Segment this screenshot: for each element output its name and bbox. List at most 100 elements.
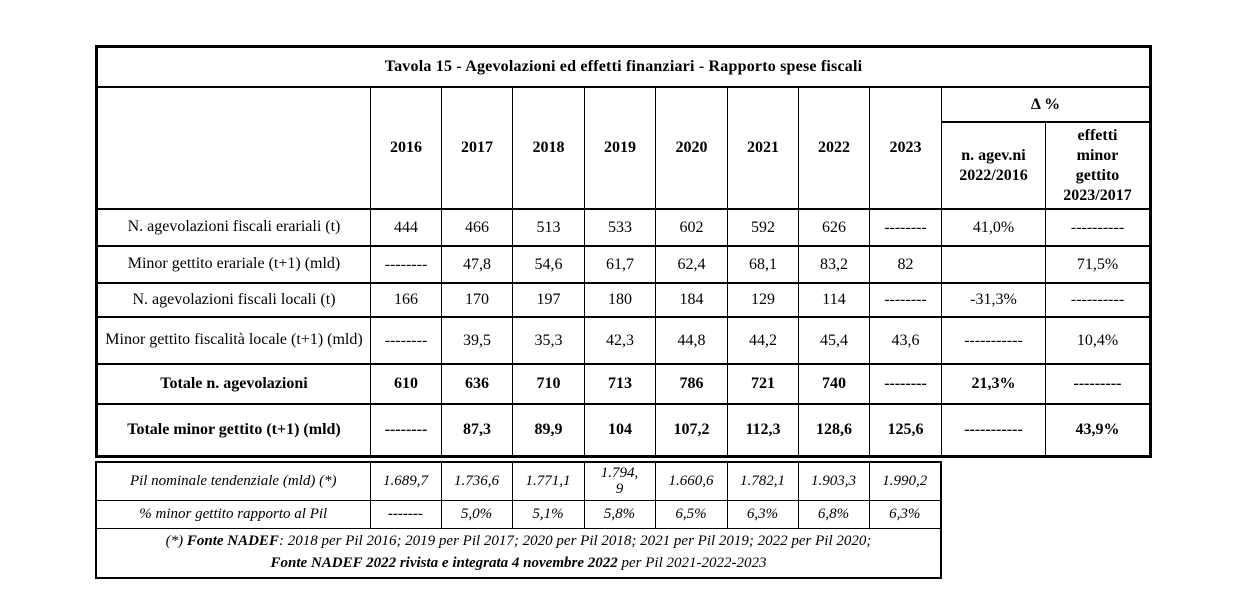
value-cell: -------- [869,282,942,318]
table-title: Tavola 15 - Agevolazioni ed effetti fina… [96,45,1151,88]
value-cell: 104 [584,403,656,457]
value-cell: 1.660,6 [654,461,728,501]
delta-cell: ---------- [1045,282,1151,318]
pil-table: Pil nominale tendenziale (mld) (*) 1.689… [95,460,942,579]
value-cell: 740 [798,363,870,405]
delta-cell: 41,0% [941,208,1046,247]
value-cell: 1.990,2 [868,461,942,501]
delta-subheader-agevolazioni: n. agev.ni 2022/2016 [941,121,1046,210]
value-cell: 533 [584,208,656,247]
value-cell: 47,8 [441,245,513,284]
value-cell: -------- [869,208,942,247]
year-header: 2023 [869,86,942,210]
year-header: 2022 [798,86,870,210]
value-cell: 602 [655,208,728,247]
value-cell: 610 [370,363,442,405]
footnote-prefix: (*) [165,533,187,549]
value-cell: 1.689,7 [369,461,442,501]
delta-cell: ----------- [941,403,1046,457]
value-cell: 1.794,9 [583,461,656,501]
value-cell: 128,6 [798,403,870,457]
value-cell: 125,6 [869,403,942,457]
value-cell: 713 [584,363,656,405]
row-label: Minor gettito fiscalità locale (t+1) (ml… [96,316,371,365]
fiscal-table-wrapper: Tavola 15 - Agevolazioni ed effetti fina… [95,45,1152,579]
delta-cell: 71,5% [1045,245,1151,284]
table-row: Minor gettito fiscalità locale (t+1) (ml… [96,316,1151,365]
row-label: Minor gettito erariale (t+1) (mld) [96,245,371,284]
value-cell: 626 [798,208,870,247]
header-row-sub: n. agev.ni 2022/2016 effetti minor getti… [97,121,1151,210]
value-cell: 6,5% [654,500,728,529]
row-label: N. agevolazioni fiscali locali (t) [96,282,371,318]
value-cell: 89,9 [512,403,585,457]
value-cell: 82 [869,245,942,284]
value-cell: 39,5 [441,316,513,365]
value-cell: 42,3 [584,316,656,365]
value-cell: 112,3 [727,403,799,457]
value-cell: 184 [655,282,728,318]
value-cell: 5,8% [583,500,656,529]
value-cell: 592 [727,208,799,247]
value-cell: 6,3% [726,500,799,529]
table-row: N. agevolazioni fiscali erariali (t) 444… [96,208,1151,247]
value-cell: 107,2 [655,403,728,457]
title-row: Tavola 15 - Agevolazioni ed effetti fina… [96,45,1151,88]
value-cell: 45,4 [798,316,870,365]
value-cell: 5,0% [440,500,513,529]
value-cell: -------- [370,316,442,365]
delta-cell: -31,3% [941,282,1046,318]
fiscal-table: Tavola 15 - Agevolazioni ed effetti fina… [95,45,1152,458]
value-cell: 710 [512,363,585,405]
label-column-header [96,86,371,210]
value-cell: 786 [655,363,728,405]
value-cell: 87,3 [441,403,513,457]
footnote-text-line2: per Pil 2021-2022-2023 [617,554,767,571]
delta-cell: ----------- [941,316,1046,365]
year-header: 2018 [512,86,585,210]
delta-cell: 43,9% [1045,403,1151,457]
value-cell-wrapped: 1.794,9 [600,464,639,498]
year-header: 2016 [370,86,442,210]
delta-cell: --------- [1045,363,1151,405]
delta-subheader-minor-gettito: effetti minor gettito 2023/2017 [1045,121,1151,210]
value-cell: 444 [370,208,442,247]
row-label: % minor gettito rapporto al Pil [95,500,371,529]
value-cell: 466 [441,208,513,247]
value-cell: 129 [727,282,799,318]
value-cell: 54,6 [512,245,585,284]
footnote-row: (*) Fonte NADEF: 2018 per Pil 2016; 2019… [95,528,942,578]
table-row: Minor gettito erariale (t+1) (mld) -----… [96,245,1151,284]
row-label: Pil nominale tendenziale (mld) (*) [95,461,371,501]
header-row-top: 2016 2017 2018 2019 2020 2021 2022 2023 … [96,86,1151,210]
row-label: Totale minor gettito (t+1) (mld) [96,403,371,457]
delta-subheader-agevolazioni-label: n. agev.ni 2022/2016 [959,146,1028,184]
value-cell: -------- [370,403,442,457]
value-cell: 513 [512,208,585,247]
value-cell: 636 [441,363,513,405]
year-header: 2017 [441,86,513,210]
footnote-bold-fonte-nadef-2022: Fonte NADEF 2022 rivista e integrata 4 n… [270,554,618,571]
delta-percent-header: Δ % [941,86,1151,123]
value-cell: -------- [869,363,942,405]
value-cell: 83,2 [798,245,870,284]
delta-cell [941,245,1046,284]
table-row-percent-pil: % minor gettito rapporto al Pil ------- … [95,500,942,529]
value-cell: 1.782,1 [726,461,799,501]
value-cell: 35,3 [512,316,585,365]
footnote-text-line1: : 2018 per Pil 2016; 2019 per Pil 2017; … [278,533,872,549]
value-cell: 62,4 [655,245,728,284]
value-cell: 44,2 [727,316,799,365]
value-cell: -------- [370,245,442,284]
row-label: N. agevolazioni fiscali erariali (t) [96,208,371,247]
value-cell: 43,6 [869,316,942,365]
value-cell: 5,1% [511,500,585,529]
table-row: N. agevolazioni fiscali locali (t) 166 1… [96,282,1151,318]
delta-cell: ---------- [1045,208,1151,247]
value-cell: 6,3% [868,500,942,529]
table-row-pil-nominale: Pil nominale tendenziale (mld) (*) 1.689… [95,461,942,501]
table-row-totale-minor-gettito: Totale minor gettito (t+1) (mld) -------… [96,403,1151,457]
year-header: 2021 [727,86,799,210]
delta-cell: 21,3% [941,363,1046,405]
